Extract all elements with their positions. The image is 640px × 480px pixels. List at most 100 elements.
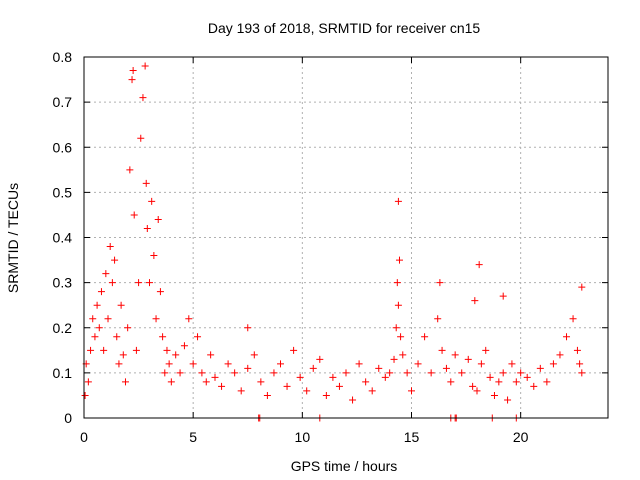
data-point: [578, 369, 586, 377]
data-point: [124, 324, 132, 332]
y-tick-label: 0.8: [53, 49, 73, 65]
data-point: [386, 369, 394, 377]
data-point: [573, 346, 581, 354]
data-point: [150, 252, 158, 260]
data-point: [495, 378, 503, 386]
data-point: [113, 333, 121, 341]
data-point: [115, 360, 123, 368]
data-point: [399, 351, 407, 359]
data-point: [512, 378, 520, 386]
data-point: [117, 301, 125, 309]
data-point: [403, 369, 411, 377]
data-point: [290, 346, 298, 354]
data-point: [132, 346, 140, 354]
y-tick-label: 0.4: [53, 230, 73, 246]
data-point: [126, 166, 134, 174]
data-point: [436, 279, 444, 287]
data-point: [165, 360, 173, 368]
data-point: [486, 373, 494, 381]
data-point: [141, 62, 149, 70]
data-point: [93, 301, 101, 309]
data-point: [176, 369, 184, 377]
data-point: [148, 197, 156, 205]
data-point: [218, 382, 226, 390]
data-point: [244, 364, 252, 372]
data-point: [469, 382, 477, 390]
y-tick-label: 0.6: [53, 139, 73, 155]
data-point: [91, 333, 99, 341]
data-point: [390, 355, 398, 363]
y-tick-label: 0.2: [53, 320, 73, 336]
data-point: [161, 369, 169, 377]
data-point: [569, 315, 577, 323]
data-point: [130, 211, 138, 219]
data-point: [163, 346, 171, 354]
data-point: [434, 315, 442, 323]
y-tick-label: 0.5: [53, 184, 73, 200]
data-point: [355, 360, 363, 368]
data-point: [414, 360, 422, 368]
data-point: [296, 373, 304, 381]
data-point: [563, 333, 571, 341]
data-point: [490, 391, 498, 399]
x-tick-label: 20: [513, 429, 529, 445]
data-point: [106, 243, 114, 251]
axis-ticks: 0 0.1 0.2 0.3 0.4 0.5 0.6 0.7 0.8 0 5 10 15 20: [53, 49, 608, 445]
data-point: [362, 378, 370, 386]
data-point: [277, 360, 284, 368]
data-point: [471, 297, 479, 305]
data-point: [381, 373, 389, 381]
data-point: [231, 369, 239, 377]
data-point: [482, 346, 490, 354]
data-point: [316, 355, 324, 363]
data-point: [121, 378, 129, 386]
data-point: [146, 279, 153, 287]
data-point: [102, 270, 110, 278]
x-tick-label: 10: [295, 429, 311, 445]
data-point: [211, 373, 219, 381]
data-point: [198, 369, 206, 377]
data-point: [499, 369, 507, 377]
data-point: [475, 261, 483, 269]
data-point: [250, 351, 258, 359]
x-tick-label: 5: [189, 429, 197, 445]
data-points: [81, 62, 586, 422]
data-point: [395, 256, 403, 264]
data-point: [504, 396, 512, 404]
data-point: [394, 197, 402, 205]
data-point: [335, 382, 343, 390]
data-point: [152, 315, 160, 323]
data-point: [156, 288, 164, 296]
data-point: [309, 364, 317, 372]
data-point: [129, 67, 137, 75]
data-point: [167, 378, 175, 386]
data-point: [393, 279, 401, 287]
data-point: [97, 288, 105, 296]
data-point: [473, 387, 481, 395]
y-tick-label: 0.1: [53, 365, 73, 381]
data-point: [194, 333, 202, 341]
data-point: [111, 256, 119, 264]
data-point: [392, 324, 400, 332]
data-point: [142, 179, 150, 187]
x-axis-label: GPS time / hours: [291, 458, 398, 474]
data-point: [329, 373, 337, 381]
data-point: [237, 387, 245, 395]
data-point: [270, 369, 278, 377]
data-point: [89, 315, 97, 323]
data-point: [523, 373, 531, 381]
data-point: [95, 324, 103, 332]
data-point: [139, 94, 147, 102]
data-point: [536, 364, 544, 372]
data-point: [84, 378, 92, 386]
data-point: [322, 391, 330, 399]
data-point: [576, 360, 584, 368]
data-point: [556, 351, 564, 359]
data-point: [549, 360, 557, 368]
data-point: [543, 378, 551, 386]
data-point: [342, 369, 350, 377]
data-point: [207, 351, 215, 359]
data-point: [128, 76, 136, 84]
data-point: [499, 292, 507, 300]
